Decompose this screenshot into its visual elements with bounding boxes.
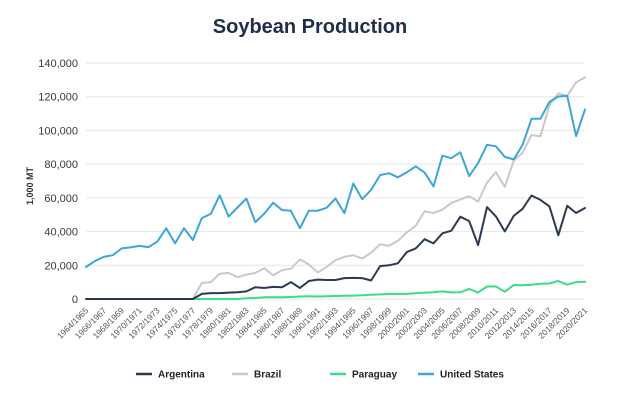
- legend: Argentina Brazil Paraguay United States: [136, 370, 504, 381]
- series-line-united-states: [85, 94, 586, 268]
- legend-label: Paraguay: [352, 370, 397, 381]
- x-axis-ticks: 1964/19651966/19671968/19691970/19711972…: [55, 305, 590, 341]
- series-line-argentina: [85, 194, 586, 300]
- legend-label: United States: [440, 370, 504, 381]
- y-tick-label: 40,000: [44, 227, 78, 239]
- y-tick-label: 0: [72, 294, 78, 306]
- chart-title: Soybean Production: [212, 16, 408, 38]
- y-tick-label: 100,000: [38, 125, 78, 137]
- gridlines: [86, 62, 585, 300]
- legend-label: Argentina: [158, 370, 205, 381]
- y-tick-label: 60,000: [44, 193, 78, 205]
- y-tick-label: 140,000: [38, 58, 78, 70]
- y-tick-label: 20,000: [44, 260, 78, 272]
- y-axis-label: 1,000 MT: [25, 166, 35, 205]
- series-line-paraguay: [85, 280, 586, 300]
- y-tick-label: 80,000: [44, 159, 78, 171]
- series-lines: [85, 76, 586, 300]
- y-tick-label: 120,000: [38, 92, 78, 104]
- legend-label: Brazil: [254, 370, 281, 381]
- y-axis-ticks: 0 20,000 40,000 60,000 80,000 100,000 120,000 1…: [38, 58, 78, 306]
